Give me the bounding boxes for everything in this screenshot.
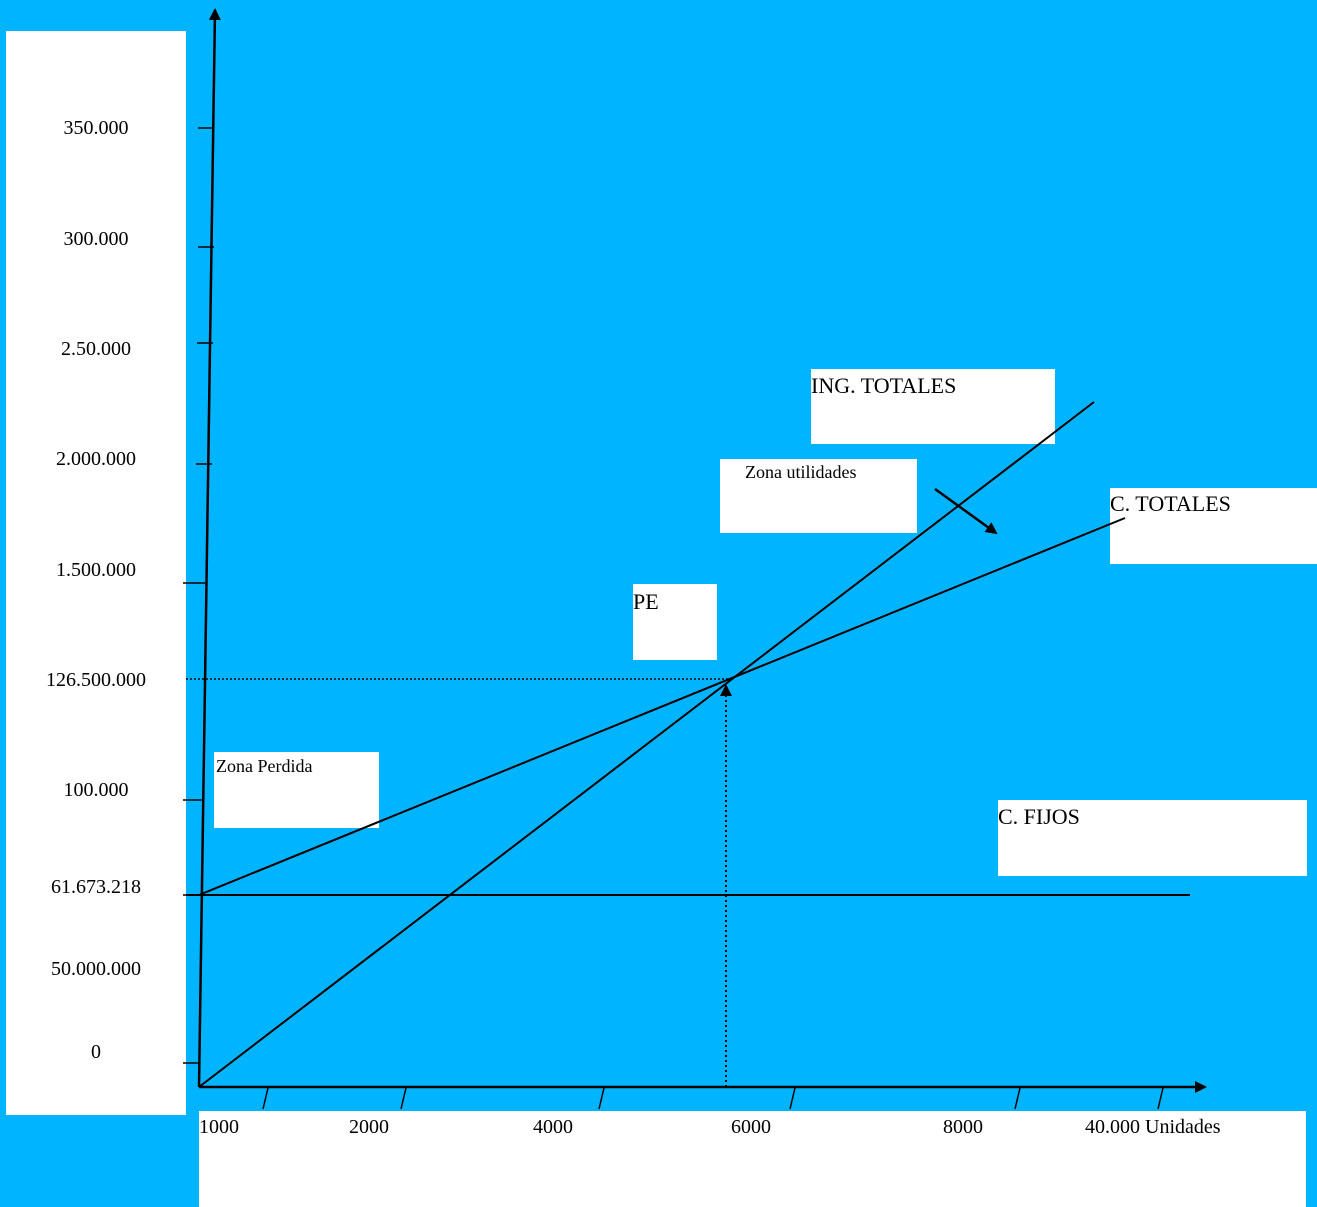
- y-tick-label: 0: [91, 1041, 101, 1063]
- c-totales-line: [198, 517, 1126, 896]
- x-tick-mark: [400, 1087, 407, 1110]
- x-tick-mark: [1157, 1087, 1164, 1110]
- x-tick-mark: [598, 1087, 605, 1110]
- ing-totales-label: ING. TOTALES: [811, 373, 957, 398]
- x-tick-mark: [262, 1087, 269, 1110]
- y-tick-label: 61.673.218: [51, 876, 141, 898]
- y-tick-label: 300.000: [63, 228, 129, 250]
- zona-perdida-label-box: [214, 752, 379, 828]
- x-tick-label: 6000: [731, 1116, 771, 1138]
- x-tick-mark: [1014, 1087, 1021, 1110]
- y-tick-label: 100.000: [63, 779, 129, 801]
- pe-label: PE: [633, 589, 659, 614]
- x-tick-label: 1000: [199, 1116, 239, 1138]
- c-totales-label-box: [1110, 488, 1317, 564]
- profit-zone-arrow: [934, 487, 998, 535]
- zona-utilidades-label: Zona utilidades: [745, 462, 857, 482]
- c-fijos-label-box: [998, 800, 1307, 876]
- c-totales-label: C. TOTALES: [1110, 491, 1231, 516]
- x-tick-label: 8000: [943, 1116, 983, 1138]
- y-axis-label-panel: [6, 31, 186, 1115]
- y-tick-label: 2.000.000: [56, 448, 136, 470]
- x-tick-label: 40.000 Unidades: [1085, 1116, 1221, 1138]
- ing-totales-line: [198, 401, 1095, 1088]
- x-tick-label: 2000: [349, 1116, 389, 1138]
- pe-label-box: [633, 584, 717, 660]
- zona-perdida-label: Zona Perdida: [216, 756, 313, 776]
- y-tick-label: 50.000.000: [51, 958, 141, 980]
- y-axis: [197, 8, 221, 1088]
- zona-utilidades-label-box: [720, 459, 917, 533]
- c-fijos-label: C. FIJOS: [998, 804, 1080, 829]
- x-axis-label-panel: [199, 1111, 1306, 1207]
- y-tick-label: 126.500.000: [46, 669, 146, 691]
- ing-totales-label-box: [811, 369, 1055, 444]
- y-tick-label: 2.50.000: [61, 338, 131, 360]
- x-tick-label: 4000: [533, 1116, 573, 1138]
- y-tick-label: 1.500.000: [56, 559, 136, 581]
- y-tick-label: 350.000: [63, 117, 129, 139]
- x-tick-mark: [789, 1087, 796, 1110]
